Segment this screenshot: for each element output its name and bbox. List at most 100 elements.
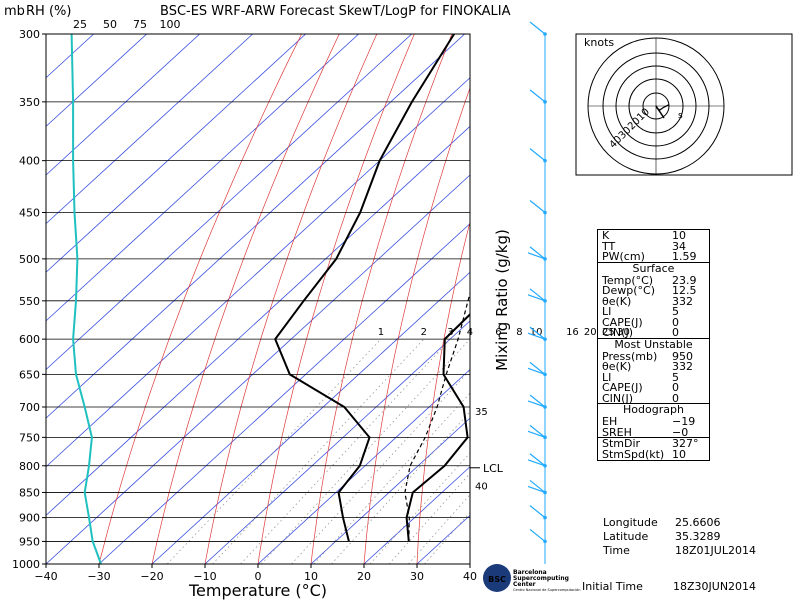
temperature-tick-label: 10 bbox=[304, 570, 318, 583]
wind-barb bbox=[529, 89, 546, 103]
hodo-param-key: EH bbox=[602, 415, 618, 428]
dry-adiabat-line bbox=[204, 34, 378, 564]
pressure-tick-label: 650 bbox=[19, 368, 40, 381]
rh-unit-label: RH (%) bbox=[26, 4, 71, 19]
pressure-tick-label: 850 bbox=[19, 486, 40, 499]
index-param-key: K bbox=[602, 229, 610, 242]
isotherm-line bbox=[363, 466, 470, 564]
wind-barb-flag bbox=[527, 294, 546, 302]
mixing-ratio-line bbox=[408, 494, 470, 564]
surface-param-row: CIN(J) 0 bbox=[598, 327, 709, 338]
storm-param-value: 10 bbox=[672, 447, 686, 461]
mixing-ratio-label: 6 bbox=[495, 327, 501, 338]
index-param-key: TT bbox=[602, 239, 616, 253]
wind-barb bbox=[529, 361, 546, 375]
mixing-ratio-grid bbox=[166, 338, 470, 564]
mixing-ratio-axis-label: Mixing Ratio (g/kg) bbox=[493, 229, 511, 371]
wind-barb-flag bbox=[527, 485, 546, 494]
mixing-ratio-line bbox=[388, 472, 470, 564]
unstable-param-value: 5 bbox=[672, 370, 679, 384]
rh-tick-label: 25 bbox=[73, 18, 87, 31]
hodo-param-key: SREH bbox=[602, 425, 632, 439]
unstable-param-value: 332 bbox=[672, 360, 693, 373]
surface-param-row: Temp(°C) 23.9 bbox=[598, 275, 709, 286]
temperature-tick-label: 20 bbox=[357, 570, 371, 583]
pressure-axis: 300 350 400 450 500 550 600 650 700 750 800 850 900 9… bbox=[12, 28, 46, 571]
unstable-param-key: CAPE(J) bbox=[602, 381, 643, 394]
index-param-value: 34 bbox=[672, 239, 686, 253]
wind-barb bbox=[529, 394, 546, 408]
surface-param-value: 12.5 bbox=[672, 284, 697, 297]
isotherm-line bbox=[257, 368, 470, 564]
dry-adiabat-line bbox=[151, 34, 340, 564]
wind-barbs bbox=[527, 21, 547, 564]
hodograph-frame bbox=[575, 33, 793, 176]
unstable-param-row: Press(mb) 950 bbox=[598, 351, 709, 362]
storm-params: StmDir 327° StmSpd(kt) 10 bbox=[598, 438, 709, 460]
temperature-tick-label: −30 bbox=[87, 570, 110, 583]
isobar-grid bbox=[46, 34, 470, 564]
storm-param-row: StmSpd(kt) 10 bbox=[598, 449, 709, 460]
mixing-ratio-line bbox=[313, 392, 470, 564]
unstable-param-key: CIN(J) bbox=[602, 391, 633, 405]
surface-param-value: 5 bbox=[672, 305, 679, 318]
isotherm-line bbox=[204, 320, 470, 564]
most-unstable-params: Press(mb) 950 θe(K) 332 LI 5 CAPE(J) 0 CIN(J) 0 bbox=[598, 351, 709, 404]
isotherm-line bbox=[98, 223, 470, 564]
unstable-param-value: 0 bbox=[672, 391, 679, 405]
unstable-param-key: LI bbox=[602, 370, 612, 384]
pressure-tick-label: 550 bbox=[19, 295, 40, 308]
lcl-label: LCL bbox=[483, 462, 504, 475]
wind-barb bbox=[529, 479, 546, 493]
x-axis-label: Temperature (°C) bbox=[188, 581, 327, 600]
unstable-param-row: CIN(J) 0 bbox=[598, 393, 709, 404]
series-dewpoint-line bbox=[274, 34, 455, 542]
location-value: 35.3289 bbox=[675, 530, 721, 543]
surface-param-key: CIN(J) bbox=[602, 326, 633, 339]
wind-barb-flag bbox=[527, 252, 546, 260]
mixing-ratio-line bbox=[424, 511, 470, 564]
bsc-logo-line-3: Center bbox=[513, 581, 536, 588]
surface-param-row: θe(K) 332 bbox=[598, 296, 709, 307]
mixing-ratio-label: 1 bbox=[378, 327, 384, 338]
temperature-tick-label: −40 bbox=[34, 570, 57, 583]
pressure-tick-label: 800 bbox=[19, 460, 40, 473]
isotherm-line bbox=[46, 34, 253, 225]
pressure-tick-label: 950 bbox=[19, 535, 40, 548]
surface-param-value: 0 bbox=[672, 315, 679, 329]
storm-param-key: StmDir bbox=[602, 437, 641, 450]
wind-barb bbox=[529, 246, 546, 260]
bsc-logo-badge-icon bbox=[483, 564, 511, 592]
isotherm-line bbox=[46, 34, 200, 176]
wind-barb bbox=[529, 505, 546, 519]
dry-adiabat-line bbox=[98, 34, 302, 564]
mixing-ratio-label: 3 bbox=[447, 327, 453, 338]
wind-barb-flag bbox=[527, 367, 546, 375]
pressure-tick-label: 350 bbox=[19, 96, 40, 109]
mixing-ratio-label: 25 bbox=[602, 327, 615, 338]
wind-barb bbox=[529, 528, 546, 542]
surface-param-value: 332 bbox=[672, 294, 693, 308]
location-key: Time bbox=[603, 544, 630, 557]
location-key: Longitude bbox=[603, 516, 658, 529]
rh-tick-label: 75 bbox=[133, 18, 147, 31]
isotherm-line bbox=[46, 34, 147, 127]
surface-param-value: 23.9 bbox=[672, 273, 697, 287]
index-params: K 10 TT 34 PW(cm) 1.59 bbox=[598, 230, 709, 262]
mixing-ratio-label: 16 bbox=[566, 327, 579, 338]
bsc-logo-line-4: Centro Nacional de Supercomputación bbox=[513, 588, 580, 592]
surface-param-row: CAPE(J) 0 bbox=[598, 317, 709, 328]
pressure-tick-label: 700 bbox=[19, 401, 40, 414]
surface-param-row: LI 5 bbox=[598, 306, 709, 317]
isotherm-grid bbox=[46, 34, 470, 564]
location-row: Time 18Z01JUL2014 bbox=[603, 544, 773, 558]
location-row: Longitude 25.6606 bbox=[603, 516, 773, 530]
location-value: 18Z01JUL2014 bbox=[675, 544, 756, 557]
wind-barb-flag bbox=[527, 332, 546, 340]
location-value: 25.6606 bbox=[675, 516, 721, 529]
wind-barb bbox=[529, 21, 546, 35]
surface-title: Surface bbox=[632, 261, 675, 275]
mixing-ratio-label: 2 bbox=[421, 327, 427, 338]
pressure-tick-label: 450 bbox=[19, 206, 40, 219]
